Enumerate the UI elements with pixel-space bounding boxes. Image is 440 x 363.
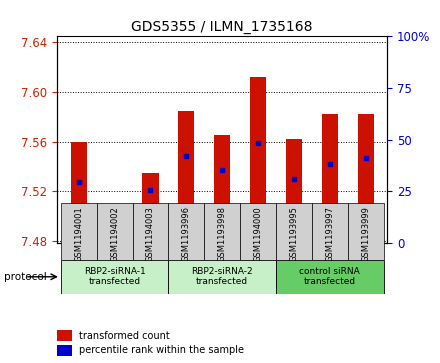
Text: GSM1193998: GSM1193998 — [218, 206, 227, 262]
Bar — [312, 203, 348, 260]
Bar — [106, 240, 123, 243]
Text: GSM1193997: GSM1193997 — [325, 206, 334, 262]
Text: protocol: protocol — [4, 272, 47, 282]
Bar — [276, 203, 312, 260]
Bar — [322, 114, 338, 243]
Bar — [250, 77, 266, 243]
Text: GSM1193996: GSM1193996 — [182, 206, 191, 262]
Title: GDS5355 / ILMN_1735168: GDS5355 / ILMN_1735168 — [132, 20, 313, 34]
Bar — [71, 142, 87, 243]
Bar — [57, 345, 72, 356]
Bar — [204, 203, 240, 260]
Text: control siRNA
transfected: control siRNA transfected — [300, 267, 360, 286]
Bar — [143, 172, 158, 243]
Bar — [57, 330, 72, 341]
Bar — [240, 203, 276, 260]
Bar — [132, 203, 169, 260]
Bar — [348, 203, 384, 260]
Text: GSM1194002: GSM1194002 — [110, 206, 119, 262]
Text: GSM1194000: GSM1194000 — [253, 206, 263, 262]
Bar — [97, 203, 132, 260]
Text: GSM1194001: GSM1194001 — [74, 206, 83, 262]
Bar — [169, 203, 204, 260]
Text: GSM1194003: GSM1194003 — [146, 206, 155, 262]
Bar — [214, 135, 230, 243]
Bar — [276, 260, 384, 294]
Bar — [286, 139, 302, 243]
Text: RBP2-siRNA-2
transfected: RBP2-siRNA-2 transfected — [191, 267, 253, 286]
Text: transformed count: transformed count — [79, 331, 169, 341]
Text: GSM1193995: GSM1193995 — [290, 206, 298, 262]
Bar — [358, 114, 374, 243]
Bar — [169, 260, 276, 294]
Bar — [178, 111, 194, 243]
Text: RBP2-siRNA-1
transfected: RBP2-siRNA-1 transfected — [84, 267, 146, 286]
Text: GSM1193999: GSM1193999 — [361, 206, 370, 262]
Bar — [61, 260, 169, 294]
Bar — [61, 203, 97, 260]
Text: percentile rank within the sample: percentile rank within the sample — [79, 345, 244, 355]
